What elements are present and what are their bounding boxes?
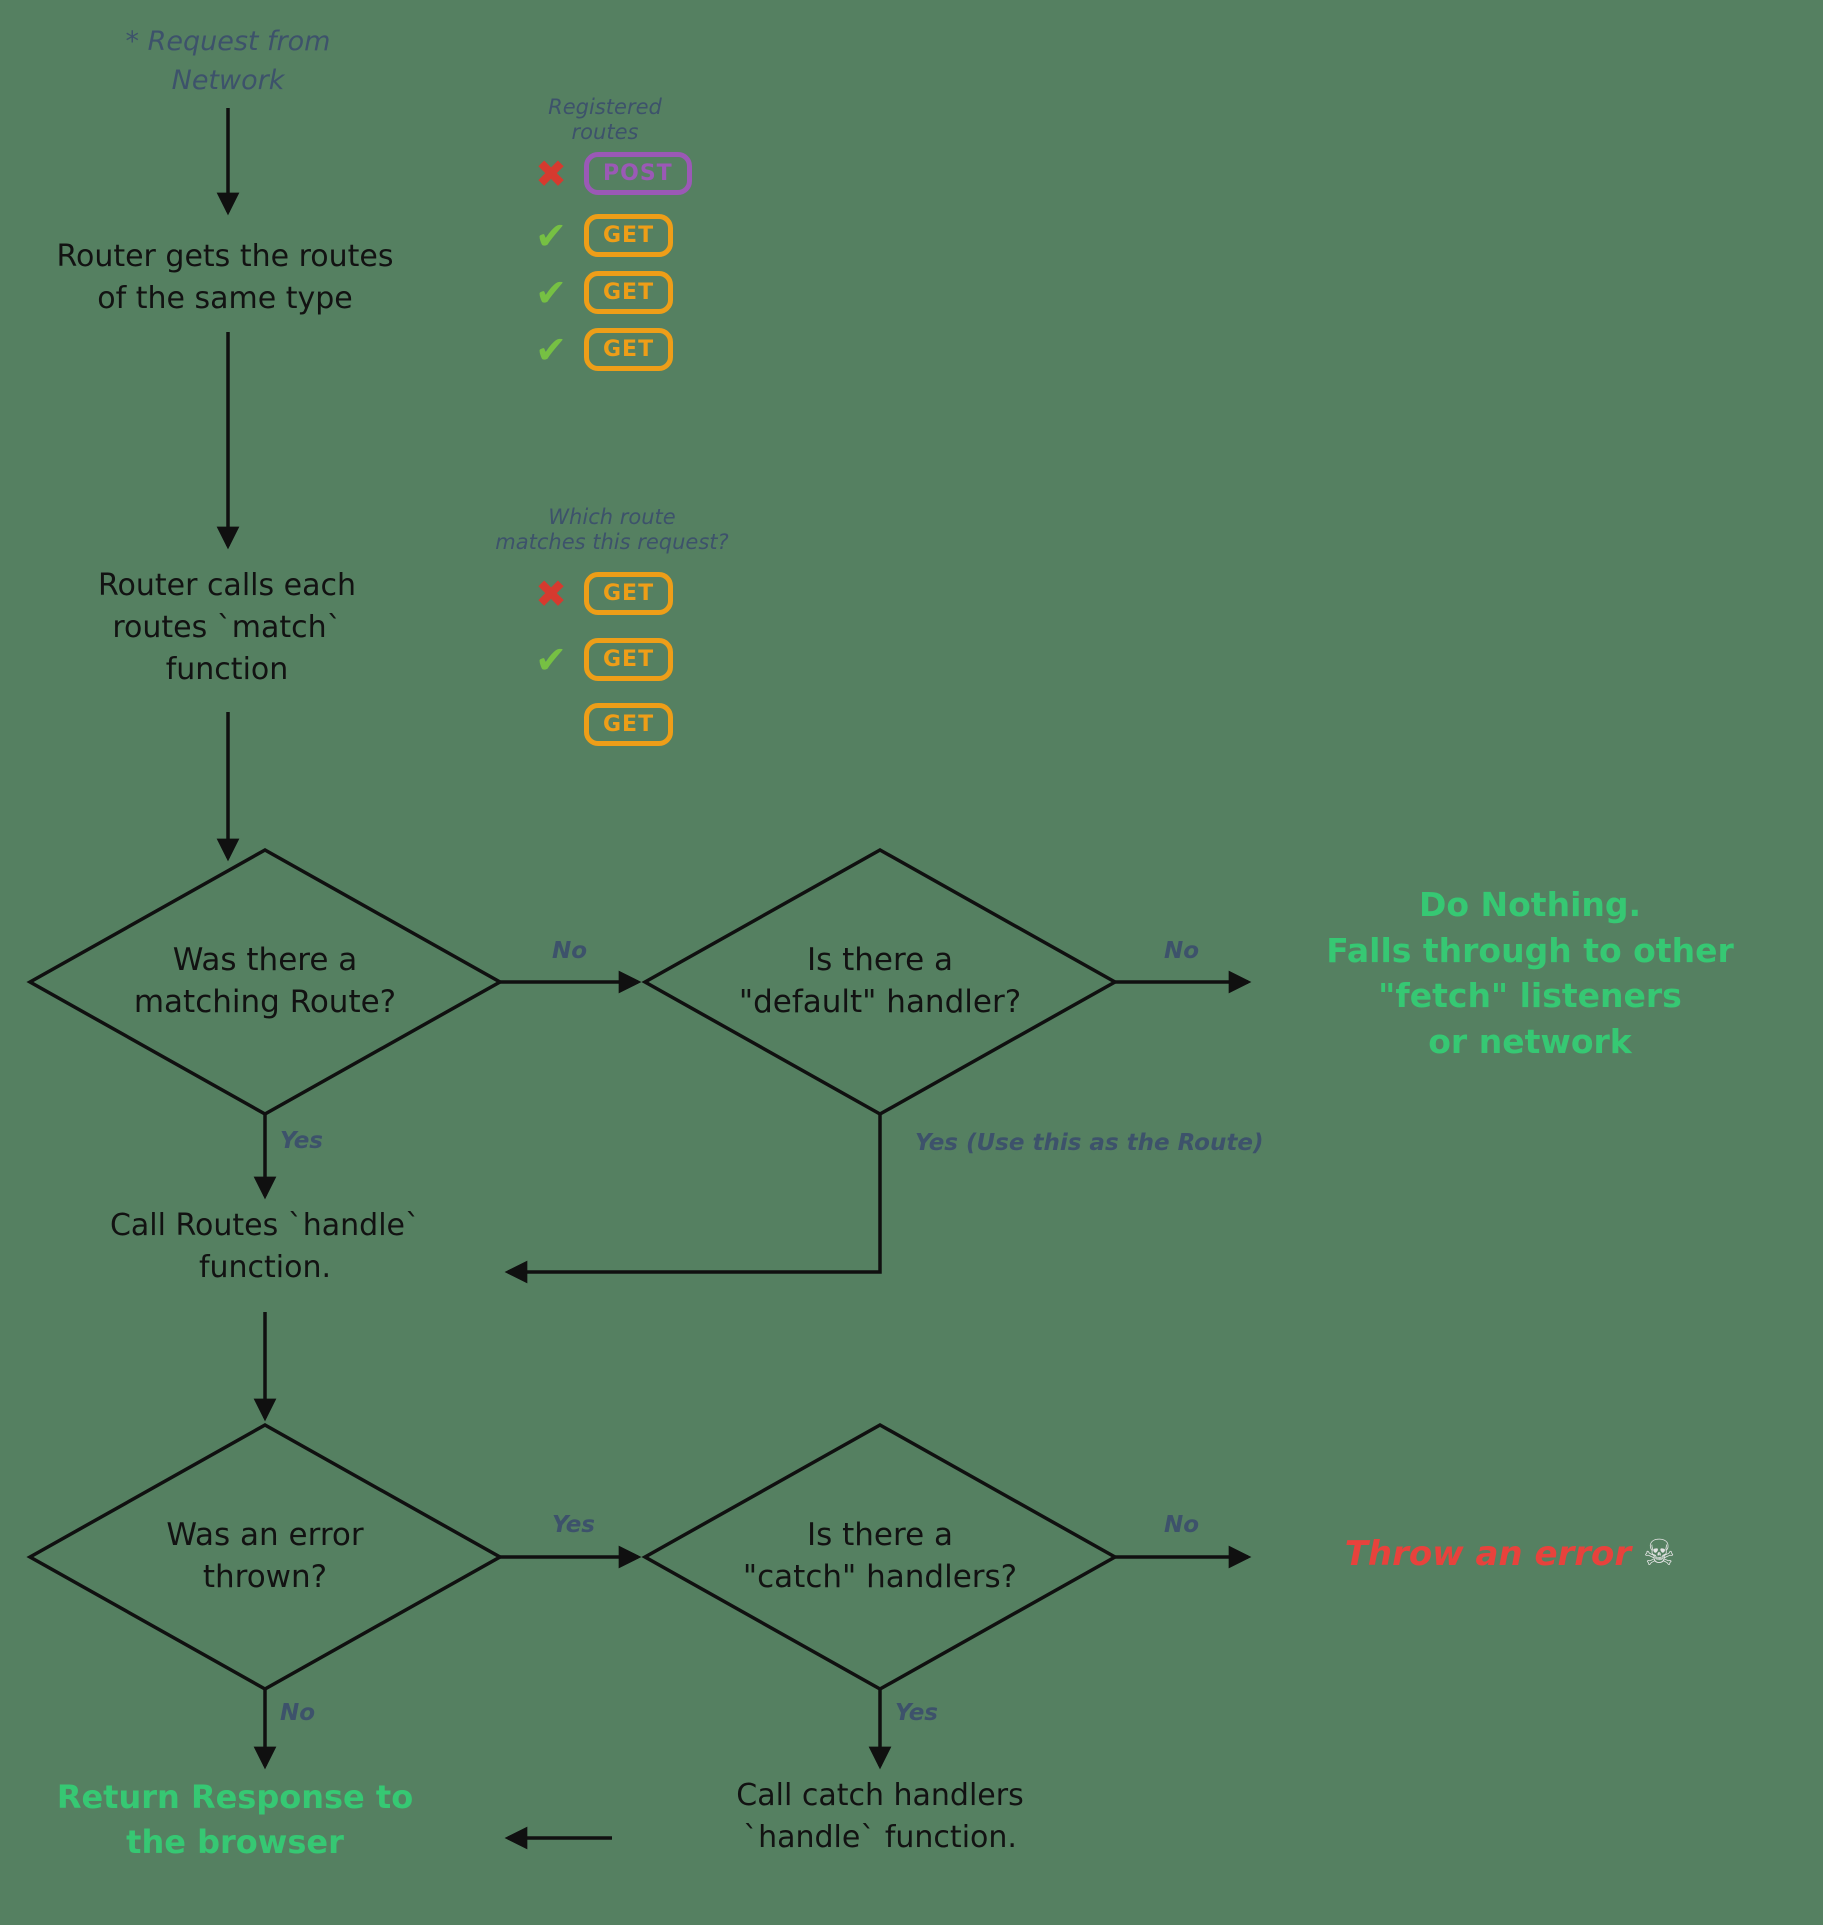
matching-route-row: GET bbox=[528, 703, 674, 746]
matching-route-row: ✖ GET bbox=[528, 571, 674, 616]
router-calls-match-step: Router calls each routes `match` functio… bbox=[97, 568, 357, 687]
cross-icon: ✖ bbox=[535, 151, 567, 196]
edge-label-match-yes: Yes bbox=[280, 1128, 323, 1154]
route-method-badge-get: GET bbox=[584, 638, 674, 681]
decision-was-error-thrown: Was an error thrown? bbox=[166, 1517, 364, 1595]
throw-error-text: Throw an error bbox=[1344, 1534, 1632, 1574]
decision-is-there-catch-handler: Is there a "catch" handlers? bbox=[742, 1517, 1018, 1595]
edge-label-catch-yes: Yes bbox=[895, 1700, 938, 1726]
request-from-network-label: * Request from Network bbox=[125, 26, 331, 97]
registered-route-row: ✖ POST bbox=[528, 152, 692, 195]
registered-route-row: ✔ GET bbox=[528, 270, 674, 315]
edge-label-error-no: No bbox=[280, 1700, 316, 1726]
arrow-default-yes-to-call-handle bbox=[504, 1114, 882, 1284]
check-icon: ✔ bbox=[535, 270, 567, 315]
call-routes-handle-step: Call Routes `handle` function. bbox=[109, 1208, 421, 1285]
edge-label-error-yes: Yes bbox=[552, 1512, 595, 1538]
edge-label-match-no: No bbox=[552, 938, 588, 964]
check-icon: ✔ bbox=[535, 637, 567, 682]
route-method-badge-get: GET bbox=[584, 271, 674, 314]
decision-is-there-default-handler: Is there a "default" handler? bbox=[738, 942, 1022, 1020]
throw-error-outcome: Throw an error ☠ bbox=[1240, 1533, 1780, 1574]
check-icon: ✔ bbox=[535, 327, 567, 372]
route-method-badge-post: POST bbox=[584, 152, 692, 195]
return-response-outcome: Return Response to the browser bbox=[56, 1778, 414, 1861]
registered-route-row: ✔ GET bbox=[528, 213, 674, 258]
route-method-badge-get: GET bbox=[584, 328, 674, 371]
call-catch-handlers-step: Call catch handlers `handle` function. bbox=[736, 1778, 1024, 1855]
edge-label-catch-no: No bbox=[1164, 1512, 1200, 1538]
do-nothing-outcome: Do Nothing. Falls through to other "fetc… bbox=[1326, 885, 1734, 1061]
skull-icon: ☠ bbox=[1643, 1533, 1676, 1574]
edge-label-default-no: No bbox=[1164, 938, 1200, 964]
which-route-matches-label: Which route matches this request? bbox=[495, 505, 729, 555]
check-icon: ✔ bbox=[535, 213, 567, 258]
registered-routes-label: Registered routes bbox=[548, 95, 662, 145]
registered-route-row: ✔ GET bbox=[528, 327, 674, 372]
cross-icon: ✖ bbox=[535, 571, 567, 616]
route-method-badge-get: GET bbox=[584, 572, 674, 615]
decision-was-there-matching-route: Was there a matching Route? bbox=[133, 942, 397, 1020]
matching-route-row: ✔ GET bbox=[528, 637, 674, 682]
edge-label-default-yes: Yes (Use this as the Route) bbox=[915, 1130, 1264, 1156]
router-gets-routes-step: Router gets the routes of the same type bbox=[56, 239, 394, 316]
route-method-badge-get: GET bbox=[584, 214, 674, 257]
route-method-badge-get: GET bbox=[584, 703, 674, 746]
